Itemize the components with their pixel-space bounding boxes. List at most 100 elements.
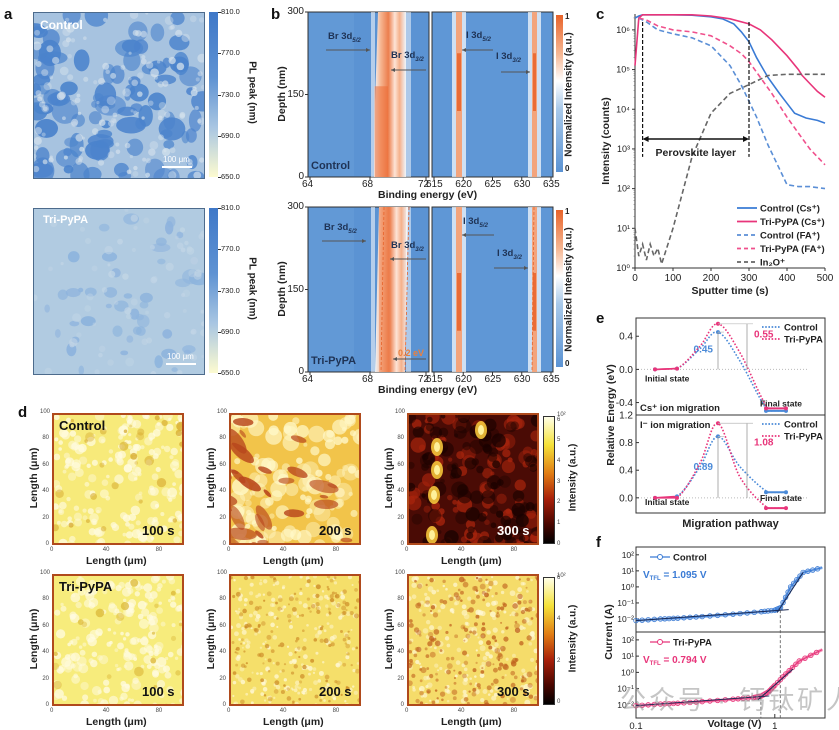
map-domain xyxy=(514,526,524,536)
map-domain xyxy=(475,661,478,664)
map-speckle xyxy=(60,605,67,612)
map-domain xyxy=(315,606,320,611)
map-domain xyxy=(409,640,412,645)
map-domain xyxy=(530,415,537,427)
map-speckle xyxy=(101,460,107,466)
colorbar-tick: 0 xyxy=(557,540,561,547)
map-domain xyxy=(243,576,249,581)
map-speckle xyxy=(114,663,119,668)
xps-heatmap-row xyxy=(305,11,554,180)
map-domain xyxy=(283,663,287,666)
map-domain xyxy=(533,695,537,701)
colorbar-tick: 6 xyxy=(557,416,561,423)
map-speckle xyxy=(137,472,142,477)
y-tick-label: 100 xyxy=(395,409,406,415)
map-speckle xyxy=(525,694,529,697)
map-speckle xyxy=(268,700,272,704)
map-speckle xyxy=(130,298,138,306)
map-speckle xyxy=(143,655,153,664)
map-speckle xyxy=(161,445,165,450)
map-domain xyxy=(246,623,251,628)
map-speckle xyxy=(238,587,242,591)
map-speckle xyxy=(69,430,77,437)
map-domain xyxy=(485,661,492,667)
br-peak-max xyxy=(379,207,389,372)
map-domain xyxy=(494,592,498,595)
map-speckle xyxy=(164,111,171,118)
map-domain xyxy=(409,662,413,669)
colorbar-tick: 5 xyxy=(557,437,561,444)
map-domain xyxy=(475,614,480,619)
map-speckle xyxy=(83,36,87,40)
map-domain xyxy=(55,489,64,498)
map-domain xyxy=(54,662,60,671)
map-domain xyxy=(466,609,470,613)
map-domain xyxy=(313,499,339,510)
map-speckle xyxy=(531,530,537,543)
map-domain xyxy=(324,674,330,680)
map-speckle xyxy=(272,583,276,587)
map-speckle xyxy=(264,640,267,643)
map-speckle xyxy=(305,583,310,588)
map-speckle xyxy=(60,520,68,528)
map-domain xyxy=(276,617,279,620)
y-tick-label: 40 xyxy=(397,488,404,495)
map-speckle xyxy=(346,639,351,645)
map-domain xyxy=(340,537,353,543)
map-domain xyxy=(426,667,430,670)
data-marker xyxy=(800,569,806,576)
map-speckle xyxy=(175,29,183,38)
map-speckle xyxy=(107,359,114,366)
map-domain xyxy=(165,703,168,704)
map-domain xyxy=(414,647,420,652)
map-speckle xyxy=(199,157,204,163)
map-speckle xyxy=(97,580,105,588)
map-speckle xyxy=(233,579,236,582)
map-speckle xyxy=(255,594,259,599)
map-speckle xyxy=(170,702,176,704)
map-domain xyxy=(295,636,300,641)
map-domain xyxy=(457,588,461,592)
map-speckle xyxy=(35,90,42,96)
map-domain xyxy=(525,501,535,512)
map-speckle xyxy=(463,693,468,698)
series-line-3 xyxy=(638,17,826,166)
intensity-colorbar xyxy=(543,416,555,544)
map-domain xyxy=(469,630,473,634)
arrowhead xyxy=(462,48,466,52)
map-domain xyxy=(497,652,503,658)
map-speckle xyxy=(171,623,176,628)
scalebar-label: 100 μm xyxy=(163,155,190,164)
final-state-label: Final state xyxy=(760,399,802,409)
x-tick-label: 0.1 xyxy=(629,721,642,730)
map-speckle xyxy=(156,657,167,667)
map-speckle xyxy=(289,576,292,578)
map-domain xyxy=(518,535,526,543)
x-tick-label: 630 xyxy=(513,374,531,385)
final-state-label: Final state xyxy=(760,493,802,503)
map-domain xyxy=(355,646,359,650)
map-speckle xyxy=(143,217,150,224)
map-domain xyxy=(344,642,348,645)
map-domain xyxy=(503,518,519,534)
map-speckle xyxy=(136,528,144,536)
map-domain xyxy=(328,699,331,703)
arrowhead xyxy=(526,70,530,74)
map-speckle xyxy=(146,535,154,543)
map-domain xyxy=(439,599,444,604)
map-domain xyxy=(515,513,529,528)
map-domain xyxy=(486,685,492,691)
map-speckle xyxy=(336,468,346,478)
map-speckle xyxy=(70,592,81,603)
map-speckle xyxy=(96,100,100,105)
map-speckle xyxy=(119,696,124,701)
map-speckle xyxy=(86,293,94,301)
map-domain xyxy=(293,592,297,596)
ion-migration-label: I⁻ ion migration xyxy=(640,420,711,431)
data-marker xyxy=(802,655,808,661)
map-domain xyxy=(231,576,233,580)
map-domain xyxy=(520,609,526,615)
map-domain xyxy=(355,668,359,674)
map-domain xyxy=(502,603,507,608)
